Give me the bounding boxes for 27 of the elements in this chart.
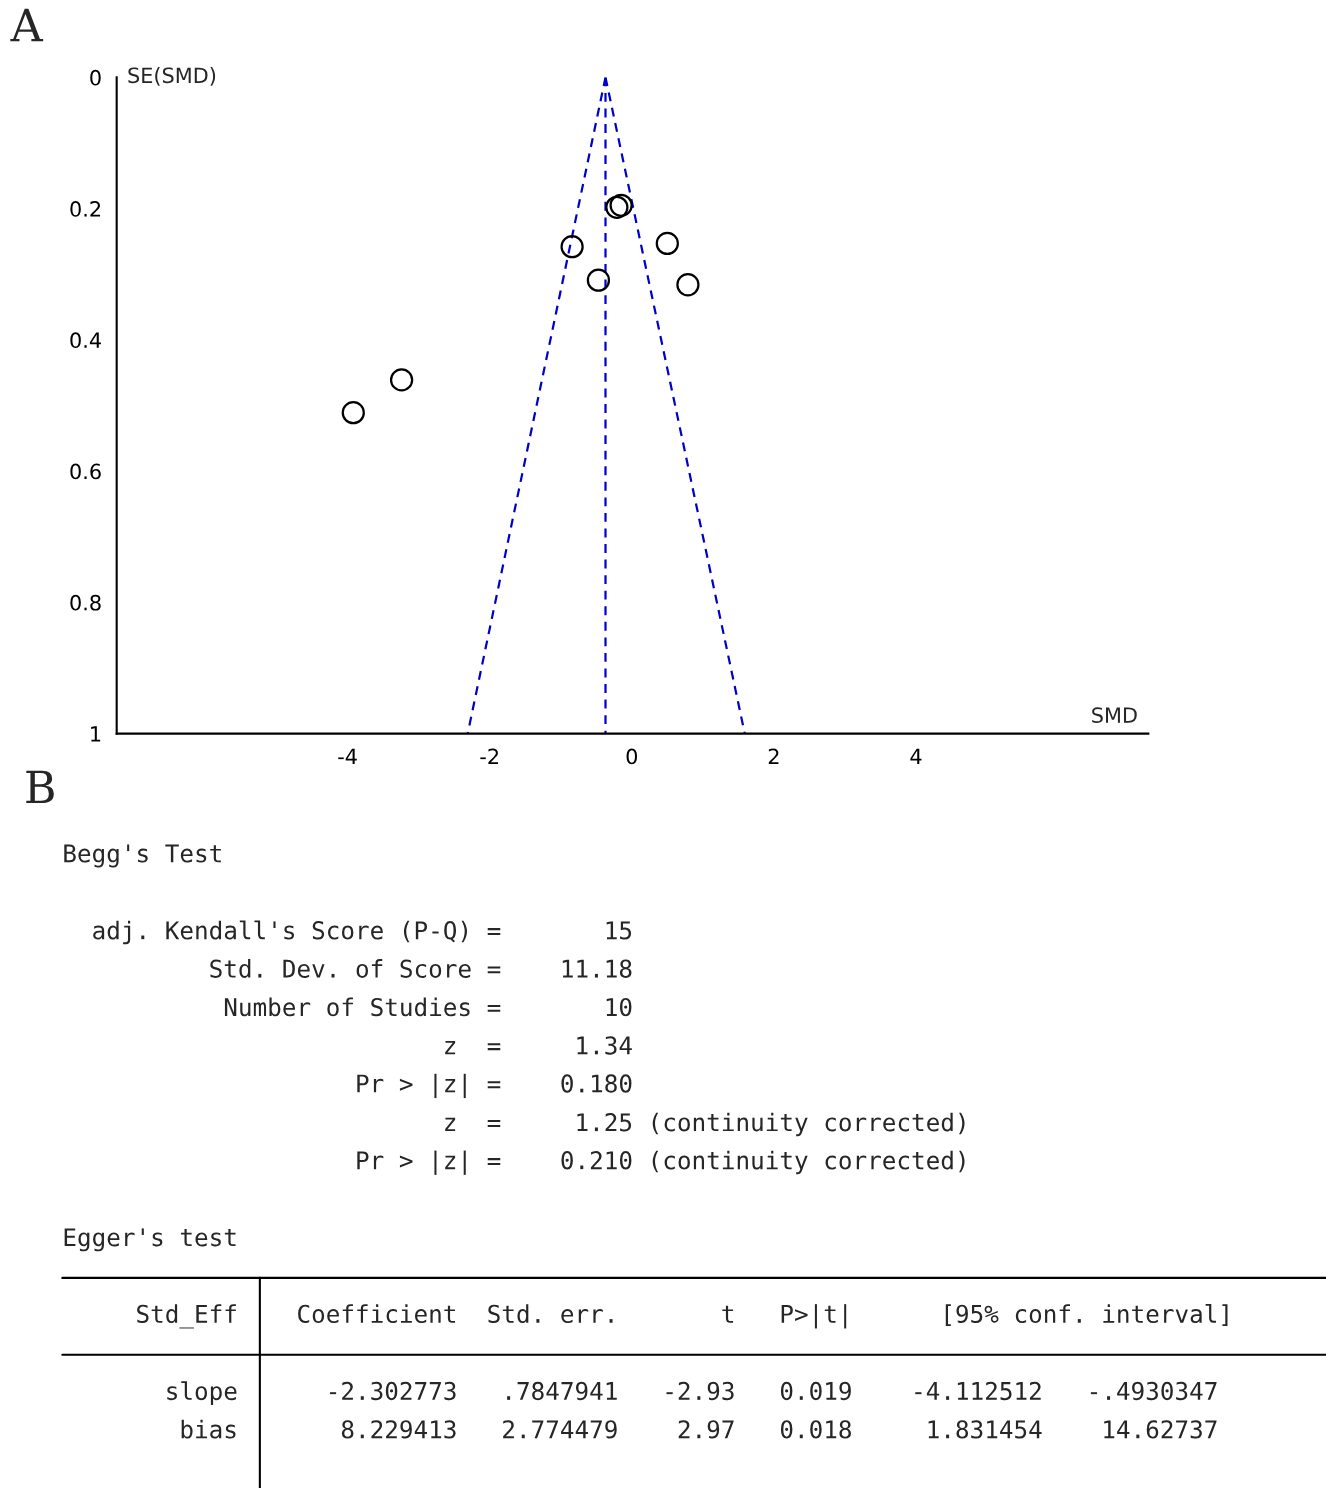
text: Std_Eff Coefficient Std. err. t P>|t| [95% conf. interval] [137,1304,1228,1329]
text: adj. Kendall's Score (P-Q) = 15 [93,920,632,945]
y-tick-label: 0 [90,69,101,86]
x-tick-label: 4 [910,748,922,764]
text: Pr > |z| = 0.210 (continuity corrected) [357,1150,965,1175]
text: z = 1.25 (continuity corrected) [445,1112,965,1137]
x-tick-label: 2 [768,748,779,764]
y-tick-label: 1 [91,726,101,742]
x-tick-label: -2 [480,748,498,764]
x-tick-label: 0 [626,748,638,765]
y-tick-label: 0.8 [70,594,101,611]
x-axis-title: SMD [1092,707,1137,723]
y-tick-label: 0.6 [70,463,101,480]
text: Pr > |z| = 0.180 [357,1073,632,1099]
x-tick-label: -4 [338,748,357,764]
text: Begg's Test [64,844,221,868]
y-tick-label: 0.2 [70,201,101,217]
text: slope -2.302773 .7847941 -2.93 0.019 -4.112512 -.4930347 [167,1381,1217,1405]
text: z = 1.34 [445,1036,632,1055]
text: Egger's test [64,1228,236,1252]
y-tick-label: 0.4 [70,332,101,349]
text: Std. Dev. of Score = 11.18 [210,959,632,978]
text: bias 8.229413 2.774479 2.97 0.018 1.831454 14.62737 [181,1419,1217,1439]
text: B [26,770,54,804]
chart-title: A [10,8,44,42]
y-axis-title: SE(SMD) [128,67,216,86]
text: Number of Studies = 10 [224,997,632,1017]
